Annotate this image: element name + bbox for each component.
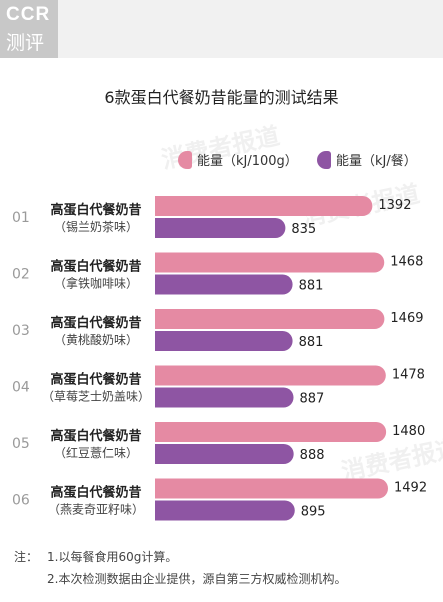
product-name: 高蛋白代餐奶昔	[50, 259, 141, 275]
row-index: 06	[12, 493, 30, 509]
chart-title: 6款蛋白代餐奶昔能量的测试结果	[104, 88, 339, 107]
legend-item-per-100g: 能量（kJ/100g）	[178, 150, 298, 170]
legend-label: 能量（kJ/100g）	[197, 154, 298, 169]
product-flavor: （锡兰奶茶味）	[54, 219, 138, 234]
bar-per-100g	[155, 422, 387, 442]
bar-label-per-meal: 887	[300, 392, 325, 407]
bar-per-100g	[155, 196, 373, 216]
product-name: 高蛋白代餐奶昔	[50, 202, 141, 218]
product-name: 高蛋白代餐奶昔	[50, 485, 141, 501]
note-line-1: 1.以每餐食用60g计算。	[47, 550, 178, 564]
ccr-logo: CCR 测评	[0, 0, 58, 58]
note-line-2: 2.本次检测数据由企业提供，源自第三方权威检测机构。	[47, 572, 347, 586]
row-index: 04	[12, 380, 30, 396]
bar-label-per-100g: 1492	[394, 481, 427, 496]
header-band	[0, 0, 443, 58]
product-flavor: （燕麦奇亚籽味）	[48, 503, 144, 517]
legend-label: 能量（kJ/餐）	[336, 154, 417, 169]
bar-per-meal	[155, 274, 293, 295]
row-index: 05	[12, 436, 30, 452]
bar-per-meal	[155, 500, 295, 521]
bar-per-100g	[155, 365, 386, 386]
product-name: 高蛋白代餐奶昔	[50, 372, 141, 388]
bar-per-meal	[155, 331, 293, 351]
bar-per-100g	[155, 252, 385, 273]
bar-label-per-100g: 1478	[392, 368, 425, 383]
legend-item-per-meal: 能量（kJ/餐）	[317, 150, 417, 170]
bar-label-per-meal: 895	[301, 505, 326, 520]
legend-swatch-pink	[178, 150, 192, 169]
bar-label-per-100g: 1392	[378, 198, 411, 213]
bar-per-meal	[155, 218, 286, 238]
product-name: 高蛋白代餐奶昔	[50, 315, 141, 331]
footnotes: 注： 1.以每餐食用60g计算。 2.本次检测数据由企业提供，源自第三方权威检测机…	[14, 546, 346, 590]
bar-label-per-meal: 881	[299, 335, 324, 350]
bar-label-per-100g: 1468	[390, 255, 423, 270]
product-name: 高蛋白代餐奶昔	[50, 428, 141, 444]
legend-swatch-purple	[317, 150, 331, 169]
bar-label-per-100g: 1480	[392, 424, 425, 439]
bar-per-100g	[155, 309, 385, 329]
row-index: 01	[12, 210, 30, 226]
row-index: 02	[12, 267, 30, 283]
bar-label-per-meal: 881	[299, 279, 324, 294]
note-prefix: 注：	[14, 550, 39, 564]
product-flavor: （拿铁咖啡味）	[54, 276, 138, 291]
product-flavor: （黄桃酸奶味）	[54, 332, 138, 347]
bar-per-meal	[155, 444, 294, 464]
row-index: 03	[12, 323, 30, 339]
product-flavor: （红豆薏仁味）	[54, 445, 138, 460]
logo-text-cn: 测评	[6, 32, 45, 54]
logo-text-en: CCR	[6, 4, 51, 25]
bar-per-meal	[155, 387, 294, 408]
product-flavor: （草莓芝士奶盖味）	[42, 389, 150, 404]
bar-per-100g	[155, 478, 388, 499]
bar-label-per-meal: 888	[300, 448, 325, 463]
bar-label-per-meal: 835	[291, 222, 316, 237]
bar-label-per-100g: 1469	[390, 311, 423, 326]
